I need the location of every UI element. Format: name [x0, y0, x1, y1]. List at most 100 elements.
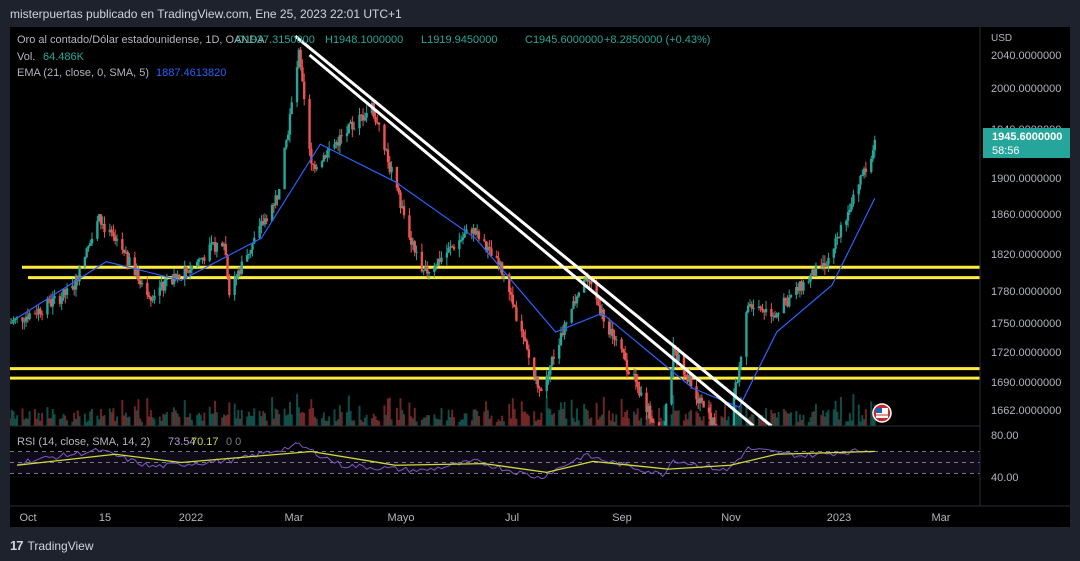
time-tick-label: Mar: [285, 512, 304, 524]
volume-bar: [297, 407, 300, 426]
price-chart[interactable]: 2040.00000002000.00000001940.00000001900…: [9, 27, 1070, 527]
candle-body: [290, 102, 293, 115]
volume-bar: [572, 418, 575, 426]
candle-body: [445, 252, 449, 258]
volume-bar: [798, 414, 801, 426]
candle-body: [677, 354, 680, 362]
candle-body: [451, 246, 454, 248]
volume-bar: [365, 414, 368, 426]
legend-symbol: Oro al contado/Dólar estadounidense, 1D,…: [17, 34, 265, 46]
volume-bar: [870, 401, 873, 426]
volume-bar: [536, 419, 539, 426]
candle-body: [599, 305, 602, 316]
candle-body: [761, 308, 764, 311]
volume-bar: [288, 401, 291, 426]
volume-bar: [312, 408, 315, 426]
candle-body: [110, 229, 113, 233]
volume-bar: [162, 413, 165, 426]
volume-bar: [725, 420, 728, 426]
volume-bar: [510, 418, 513, 426]
candle-body: [549, 365, 552, 375]
volume-bar: [123, 415, 126, 426]
volume-bar: [558, 409, 561, 426]
volume-bar: [527, 415, 530, 426]
volume-bar: [185, 417, 188, 426]
volume-bar: [60, 418, 63, 426]
volume-bar: [436, 419, 439, 426]
volume-bar: [160, 420, 163, 426]
candle-body: [336, 142, 340, 146]
volume-bar: [872, 411, 875, 426]
candle-body: [386, 149, 390, 163]
candle-body: [96, 221, 99, 239]
candle-body: [800, 281, 803, 291]
candle-body: [97, 214, 101, 222]
volume-bar: [864, 409, 867, 426]
volume-bar: [353, 420, 356, 426]
candle-body: [320, 161, 324, 167]
volume-bar: [278, 414, 281, 426]
candle-body: [260, 221, 263, 226]
price-tick-label: 2040.0000000: [991, 50, 1061, 62]
candle-body: [303, 81, 306, 99]
candle-body: [484, 241, 488, 251]
time-tick-label: Jul: [505, 512, 519, 524]
candlesticks: [10, 46, 876, 448]
candle-body: [272, 205, 276, 207]
volume-bar: [51, 409, 54, 426]
candle-body: [789, 295, 793, 298]
candle-body: [682, 354, 686, 375]
volume-bar: [515, 418, 518, 426]
volume-bar: [715, 410, 718, 426]
volume-bar: [301, 411, 304, 426]
volume-bar: [659, 417, 662, 426]
candle-body: [347, 123, 350, 134]
candle-body: [65, 288, 69, 295]
candle-body: [315, 166, 318, 170]
candle-countdown: 58:56: [992, 145, 1020, 157]
volume-bar: [210, 414, 213, 426]
volume-bar: [848, 413, 851, 426]
volume-bar: [41, 412, 44, 426]
volume-bar: [638, 420, 641, 426]
rsi-ma-value: 70.17: [191, 436, 219, 448]
time-tick-label: Mar: [932, 512, 951, 524]
volume-bar: [759, 414, 762, 426]
candle-body: [861, 174, 864, 177]
candle-body: [263, 218, 267, 225]
legend-ema-value: 1887.4613820: [156, 67, 226, 79]
candle-body: [385, 149, 388, 151]
candle-body: [702, 400, 705, 408]
volume-bar: [112, 408, 115, 426]
candle-body: [390, 166, 393, 173]
volume-bar: [859, 421, 862, 426]
ema-line: [16, 143, 876, 408]
volume-bar: [752, 414, 755, 426]
legend-high: H1948.1000000: [325, 34, 403, 46]
volume-bar: [395, 407, 398, 426]
candle-body: [212, 242, 215, 244]
candle-body: [420, 251, 424, 272]
volume-bar: [146, 398, 149, 426]
volume-bar: [588, 418, 591, 426]
candle-body: [253, 237, 256, 244]
price-tick-label: 1780.0000000: [991, 286, 1061, 298]
volume-bar: [485, 401, 488, 426]
candle-body: [764, 309, 768, 313]
candle-body: [727, 439, 729, 448]
candle-body: [103, 224, 106, 233]
candle-body: [163, 279, 167, 291]
candle-body: [196, 261, 199, 266]
us-flag-icon[interactable]: [872, 403, 892, 423]
candle-body: [87, 245, 90, 249]
candle-body: [663, 427, 665, 438]
volume-bar: [260, 416, 263, 426]
volume-bar: [690, 409, 693, 426]
volume-bar: [335, 421, 338, 426]
candle-body: [689, 374, 693, 387]
candle-body: [171, 279, 174, 285]
volume-bar: [158, 416, 161, 426]
candle-body: [650, 418, 654, 422]
volume-bar: [615, 414, 618, 426]
volume-bar: [497, 419, 500, 426]
